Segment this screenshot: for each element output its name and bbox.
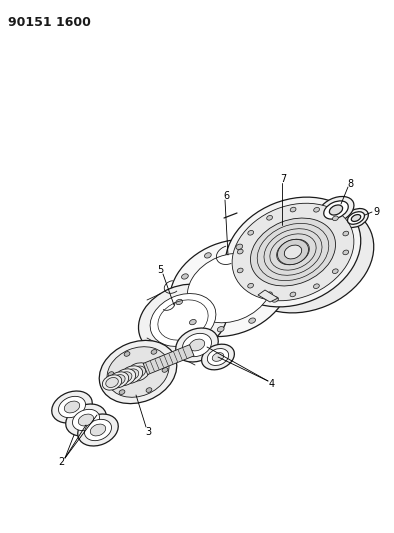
Ellipse shape [114, 369, 136, 386]
Ellipse shape [236, 244, 243, 249]
Ellipse shape [314, 207, 320, 212]
Text: 3: 3 [145, 427, 151, 437]
Ellipse shape [343, 250, 349, 255]
Ellipse shape [284, 245, 302, 259]
Ellipse shape [119, 390, 125, 394]
Ellipse shape [52, 391, 92, 423]
Ellipse shape [188, 253, 273, 323]
Ellipse shape [121, 366, 143, 383]
Ellipse shape [212, 353, 224, 361]
Ellipse shape [66, 404, 106, 436]
Ellipse shape [138, 284, 227, 356]
Ellipse shape [248, 284, 253, 288]
Ellipse shape [290, 292, 296, 297]
Ellipse shape [112, 375, 125, 385]
Ellipse shape [84, 419, 112, 441]
Ellipse shape [277, 271, 284, 277]
Ellipse shape [251, 218, 336, 286]
Ellipse shape [237, 268, 243, 273]
Ellipse shape [162, 368, 168, 372]
Ellipse shape [344, 208, 368, 228]
Text: 8: 8 [347, 179, 353, 189]
Ellipse shape [176, 328, 218, 362]
Ellipse shape [99, 341, 177, 403]
Ellipse shape [238, 203, 374, 313]
Ellipse shape [124, 352, 130, 356]
Text: 2: 2 [58, 457, 64, 467]
Ellipse shape [118, 372, 132, 383]
Ellipse shape [248, 230, 254, 235]
Ellipse shape [78, 414, 94, 426]
Ellipse shape [290, 207, 296, 212]
Ellipse shape [266, 292, 272, 296]
Ellipse shape [58, 397, 85, 418]
Ellipse shape [267, 215, 273, 220]
Ellipse shape [108, 372, 114, 376]
Ellipse shape [207, 349, 229, 366]
Ellipse shape [217, 327, 224, 332]
Ellipse shape [176, 300, 182, 305]
Ellipse shape [107, 347, 169, 397]
Text: 9: 9 [373, 207, 379, 217]
Ellipse shape [90, 424, 106, 436]
Ellipse shape [329, 205, 343, 215]
Text: 4: 4 [269, 379, 275, 389]
Polygon shape [258, 290, 278, 302]
Text: 5: 5 [157, 265, 163, 275]
Ellipse shape [189, 339, 205, 351]
Ellipse shape [324, 201, 348, 219]
Ellipse shape [232, 203, 354, 301]
Ellipse shape [64, 401, 80, 413]
Ellipse shape [170, 239, 290, 336]
Ellipse shape [351, 215, 361, 221]
Ellipse shape [202, 344, 234, 370]
Ellipse shape [225, 197, 361, 307]
Ellipse shape [106, 377, 118, 387]
Text: 90151 1600: 90151 1600 [8, 16, 91, 29]
Ellipse shape [102, 375, 122, 390]
Text: 7: 7 [280, 174, 286, 184]
Ellipse shape [314, 284, 319, 288]
Ellipse shape [151, 350, 157, 354]
Ellipse shape [72, 409, 100, 431]
Ellipse shape [343, 231, 349, 236]
Ellipse shape [146, 387, 152, 392]
Ellipse shape [237, 249, 243, 254]
Ellipse shape [204, 253, 211, 258]
Ellipse shape [130, 366, 145, 378]
Ellipse shape [108, 372, 129, 388]
Ellipse shape [182, 274, 188, 279]
Ellipse shape [126, 363, 150, 381]
Ellipse shape [150, 294, 216, 346]
Ellipse shape [333, 269, 338, 273]
Ellipse shape [78, 414, 118, 446]
Ellipse shape [318, 197, 354, 223]
Ellipse shape [277, 239, 309, 265]
Ellipse shape [249, 318, 255, 324]
Ellipse shape [333, 216, 338, 221]
Text: 6: 6 [223, 191, 229, 201]
Ellipse shape [348, 212, 364, 224]
Ellipse shape [124, 369, 139, 381]
Ellipse shape [264, 251, 271, 256]
Ellipse shape [182, 333, 212, 357]
Polygon shape [143, 345, 194, 375]
Ellipse shape [190, 319, 196, 325]
Ellipse shape [272, 297, 279, 302]
